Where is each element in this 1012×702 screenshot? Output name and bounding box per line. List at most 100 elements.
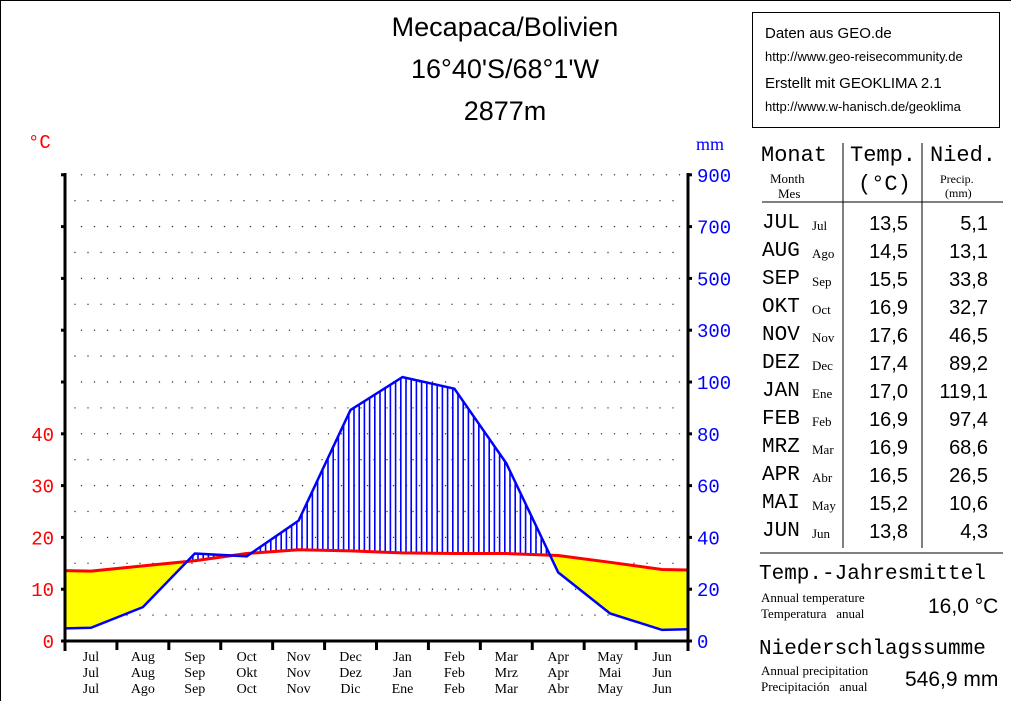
grid-dot bbox=[288, 433, 291, 435]
grid-dot bbox=[217, 459, 219, 461]
grid-dot bbox=[600, 381, 603, 383]
grid-dot bbox=[620, 303, 622, 305]
month-header-es: Mes bbox=[778, 186, 801, 201]
grid-dot bbox=[145, 329, 148, 331]
grid-dot bbox=[334, 614, 336, 616]
grid-dot bbox=[425, 303, 427, 305]
grid-dot bbox=[392, 588, 395, 590]
grid-dot bbox=[600, 484, 603, 487]
grid-dot bbox=[483, 174, 486, 176]
grid-dot bbox=[353, 329, 356, 331]
grid-dot bbox=[100, 459, 102, 461]
grid-dot bbox=[113, 407, 115, 409]
grid-dot bbox=[574, 536, 577, 539]
grid-dot bbox=[347, 407, 349, 409]
grid-dot bbox=[633, 407, 635, 409]
grid-dot bbox=[522, 588, 525, 590]
grid-dot bbox=[594, 355, 596, 357]
grid-dot bbox=[587, 329, 590, 331]
month-de: JUL bbox=[762, 212, 800, 235]
grid-dot bbox=[470, 536, 473, 539]
grid-dot bbox=[412, 407, 414, 409]
grid-dot bbox=[126, 200, 128, 202]
grid-dot bbox=[256, 614, 258, 616]
grid-dot bbox=[204, 200, 206, 202]
grid-dot bbox=[529, 200, 531, 202]
grid-dot bbox=[262, 484, 265, 487]
grid-dot bbox=[568, 355, 570, 357]
grid-dot bbox=[126, 459, 128, 461]
grid-dot bbox=[269, 510, 271, 513]
grid-dot bbox=[223, 484, 226, 487]
grid-dot bbox=[74, 251, 76, 254]
grid-dot bbox=[672, 459, 674, 461]
grid-dot bbox=[262, 329, 265, 331]
grid-dot bbox=[516, 200, 518, 202]
grid-dot bbox=[620, 200, 622, 202]
grid-dot bbox=[321, 251, 323, 254]
grid-dot bbox=[444, 381, 447, 383]
grid-dot bbox=[145, 381, 148, 383]
grid-dot bbox=[217, 355, 219, 357]
grid-dot bbox=[314, 381, 317, 383]
grid-dot bbox=[340, 433, 343, 435]
grid-dot bbox=[451, 614, 453, 616]
grid-dot bbox=[522, 174, 525, 176]
grid-dot bbox=[373, 251, 375, 254]
grid-dot bbox=[158, 174, 161, 176]
grid-dot bbox=[360, 562, 362, 564]
grid-dot bbox=[483, 381, 486, 383]
grid-dot bbox=[340, 329, 343, 331]
grid-dot bbox=[392, 484, 395, 487]
grid-dot bbox=[230, 355, 232, 357]
grid-dot bbox=[438, 407, 440, 409]
grid-dot bbox=[314, 174, 317, 176]
grid-dot bbox=[171, 329, 174, 331]
grid-dot bbox=[607, 614, 609, 616]
grid-dot bbox=[295, 303, 297, 305]
grid-dot bbox=[555, 614, 557, 616]
precip-header-en: Precip. bbox=[940, 172, 974, 186]
grid-dot bbox=[438, 251, 440, 254]
grid-dot bbox=[535, 433, 538, 435]
grid-dot bbox=[620, 251, 622, 254]
grid-dot bbox=[678, 536, 681, 539]
grid-dot bbox=[230, 510, 232, 513]
grid-dot bbox=[314, 329, 317, 331]
grid-dot bbox=[587, 225, 590, 228]
grid-dot bbox=[594, 303, 596, 305]
grid-dot bbox=[288, 381, 291, 383]
grid-dot bbox=[139, 562, 141, 564]
source-line: Daten aus GEO.de bbox=[765, 25, 892, 42]
grid-dot bbox=[197, 588, 200, 590]
month-label: May bbox=[597, 650, 623, 665]
grid-dot bbox=[243, 303, 245, 305]
grid-dot bbox=[347, 562, 349, 564]
month-label: Okt bbox=[236, 666, 257, 681]
grid-dot bbox=[412, 355, 414, 357]
grid-dot bbox=[379, 174, 382, 176]
grid-dot bbox=[80, 174, 83, 176]
grid-dot bbox=[529, 303, 531, 305]
grid-dot bbox=[672, 200, 674, 202]
grid-dot bbox=[392, 174, 395, 176]
grid-dot bbox=[113, 355, 115, 357]
grid-dot bbox=[516, 355, 518, 357]
grid-dot bbox=[132, 329, 135, 331]
grid-dot bbox=[152, 510, 154, 513]
grid-dot bbox=[275, 225, 278, 228]
grid-dot bbox=[509, 588, 512, 590]
grid-dot bbox=[119, 174, 122, 176]
grid-dot bbox=[477, 303, 479, 305]
grid-dot bbox=[80, 484, 83, 487]
grid-dot bbox=[217, 251, 219, 254]
grid-dot bbox=[152, 355, 154, 357]
grid-dot bbox=[321, 303, 323, 305]
grid-dot bbox=[516, 251, 518, 254]
month-label: Jun bbox=[652, 682, 671, 697]
grid-dot bbox=[139, 200, 141, 202]
grid-dot bbox=[626, 225, 629, 228]
grid-dot bbox=[405, 225, 408, 228]
grid-dot bbox=[561, 433, 564, 435]
grid-dot bbox=[204, 355, 206, 357]
